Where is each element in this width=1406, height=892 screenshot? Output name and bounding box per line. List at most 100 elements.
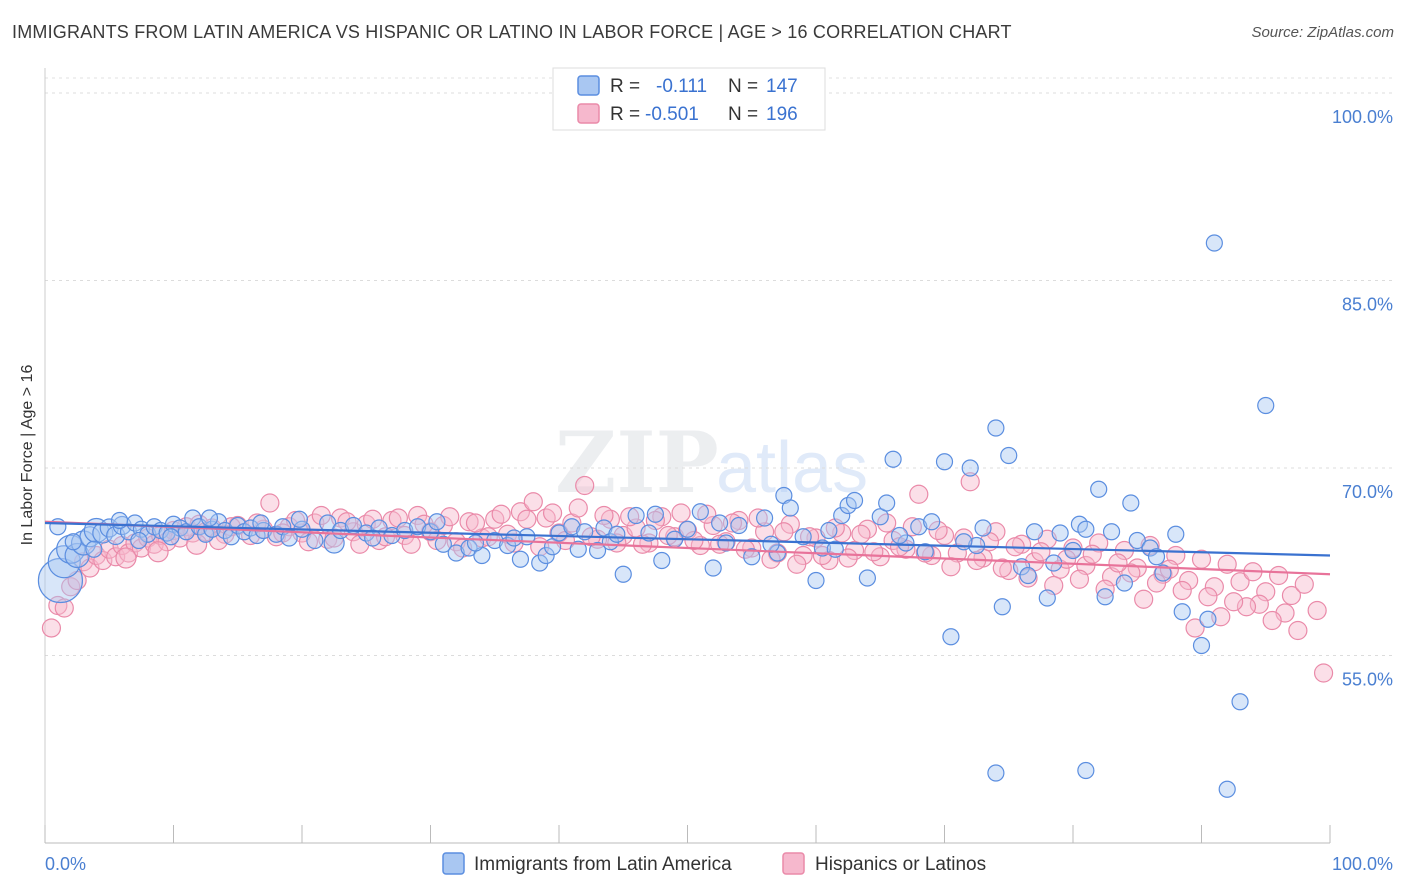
immigrants-point (987, 419, 1005, 437)
immigrants-point (64, 533, 82, 551)
immigrants-point (306, 531, 324, 550)
immigrants-point (993, 598, 1011, 616)
hispanics-point (517, 509, 537, 529)
immigrants-point (608, 525, 626, 543)
immigrants-point (717, 534, 735, 552)
hispanics-point (780, 514, 800, 534)
legend-label-pink: Hispanics or Latinos (815, 854, 986, 875)
hispanics-point (1050, 559, 1070, 579)
immigrants-point (743, 548, 761, 566)
immigrants-point (858, 569, 877, 587)
hispanics-point (1172, 580, 1192, 601)
immigrants-point (884, 450, 902, 468)
hispanics-point (1217, 554, 1237, 574)
stats-n-label-blue: N = (728, 76, 758, 97)
immigrants-point (1122, 494, 1140, 512)
hispanics-point (934, 525, 955, 546)
immigrants-point (1154, 564, 1172, 582)
hispanics-point (575, 475, 595, 496)
immigrants-point (1077, 761, 1095, 780)
immigrants-point (871, 508, 889, 526)
immigrants-point (537, 546, 555, 565)
hispanics-point (1069, 569, 1090, 589)
immigrants-point (588, 541, 607, 560)
hispanics-point (115, 547, 137, 569)
hispanics-point (1236, 597, 1257, 617)
immigrants-point (833, 506, 851, 525)
y-tick-label-3: 100.0% (1332, 107, 1393, 127)
watermark: ZIP atlas (555, 413, 868, 512)
hispanics-point (536, 508, 556, 528)
immigrants-point (447, 544, 465, 562)
hispanics-point (941, 557, 961, 577)
y-tick-label-1: 70.0% (1342, 482, 1393, 502)
y-tick-label-0: 55.0% (1342, 670, 1393, 690)
hispanics-point (722, 513, 743, 533)
hispanics-point (748, 508, 768, 528)
hispanics-point (928, 520, 948, 541)
chart-title: IMMIGRANTS FROM LATIN AMERICA VS HISPANI… (12, 22, 1012, 42)
immigrants-point (1102, 523, 1121, 541)
hispanics-point (774, 522, 794, 542)
immigrants-point (1096, 588, 1114, 606)
immigrants-point (511, 550, 530, 568)
immigrants-point (807, 571, 825, 590)
immigrants-point (505, 529, 523, 547)
immigrants-point (794, 528, 812, 546)
x-tick-label-min: 0.0% (45, 854, 86, 874)
hispanics-point (485, 509, 505, 529)
immigrants-point (162, 528, 180, 546)
hispanics-point (1262, 610, 1282, 631)
hispanics-point (1224, 592, 1244, 612)
immigrants-point (691, 503, 709, 521)
immigrants-point (1192, 636, 1211, 655)
hispanics-point (542, 503, 563, 523)
immigrants-point (85, 540, 103, 558)
hispanics-point (632, 534, 653, 554)
immigrants-point (614, 565, 632, 583)
immigrants-point (781, 499, 799, 517)
hispanics-point (992, 558, 1012, 578)
hispanics-point (1179, 570, 1199, 591)
immigrants-point (1128, 531, 1146, 550)
immigrants-point (1115, 574, 1134, 592)
stats-swatch-blue (577, 75, 600, 96)
hispanics-point (459, 512, 479, 532)
hispanics-point (594, 505, 614, 526)
immigrants-point (942, 628, 960, 646)
stats-r-label-pink: R = (610, 104, 640, 125)
immigrants-point (820, 521, 838, 540)
legend-label-blue: Immigrants from Latin America (474, 854, 732, 875)
immigrants-point (1090, 480, 1108, 498)
hispanics-point (857, 519, 878, 539)
immigrants-point (92, 522, 114, 544)
hispanics-point (147, 541, 169, 563)
hispanics-point (1230, 572, 1250, 592)
hispanics-point (1134, 589, 1154, 609)
immigrants-point (434, 535, 452, 553)
hispanics-point (851, 524, 871, 544)
hispanics-point (1307, 600, 1327, 621)
immigrants-point (646, 505, 664, 523)
immigrants-point (1147, 548, 1166, 566)
immigrants-point (974, 519, 992, 537)
hispanics-point (465, 513, 486, 533)
hispanics-point (620, 507, 640, 527)
hispanics-point (1294, 574, 1314, 594)
hispanics-point (697, 504, 717, 524)
immigrants-point (627, 506, 645, 525)
hispanics-point (1204, 577, 1224, 597)
immigrants-point (762, 535, 780, 553)
hispanics-point (1121, 563, 1141, 583)
hispanics-point (1288, 620, 1308, 641)
immigrants-point (813, 539, 832, 557)
hispanics-point (1281, 585, 1302, 606)
legend-swatch-pink (782, 852, 805, 875)
hispanics-point (742, 538, 762, 558)
immigrants-point (569, 540, 587, 558)
hispanics-point (1268, 565, 1289, 586)
immigrants-point (961, 459, 979, 477)
hispanics-point (1256, 582, 1276, 602)
immigrants-point (563, 518, 581, 536)
stats-swatch-pink (577, 103, 600, 124)
